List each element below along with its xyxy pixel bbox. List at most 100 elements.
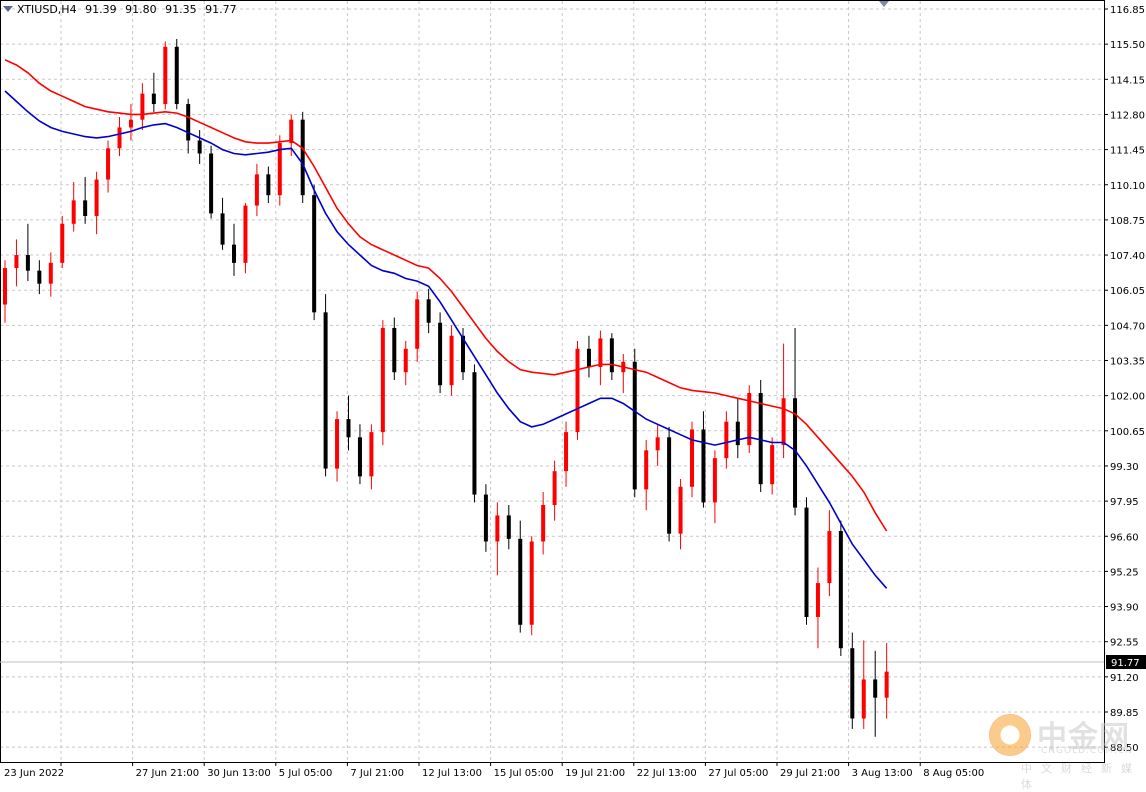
candle-body [335,419,340,469]
candle [380,320,385,446]
candle [220,197,225,250]
candle [3,260,7,323]
candle [804,497,809,625]
y-tick-label: 88.50 [1110,743,1139,754]
candle [678,478,683,550]
y-tick-label: 111.45 [1110,146,1145,157]
candle [747,385,752,453]
x-tick-label: 22 Jul 13:00 [637,768,697,779]
y-tick-label: 103.35 [1110,357,1145,368]
candle-body [575,348,580,433]
candle [60,215,65,269]
candle-body [804,507,809,617]
y-tick-label: 99.30 [1110,462,1139,473]
candle [128,104,133,141]
y-tick-label: 116.85 [1110,5,1145,16]
candle [690,421,694,498]
candle [392,317,397,381]
y-tick-label: 104.70 [1110,321,1145,332]
candle-body [793,398,798,508]
current-price-tag: 91.77 [1106,655,1146,670]
y-tick-label: 97.95 [1110,497,1139,508]
candle-body [312,195,317,313]
collapse-arrow-icon[interactable] [3,6,13,12]
candle [37,260,42,295]
candle [197,130,202,164]
candle [609,333,614,381]
candle [655,424,660,466]
candle-body [94,179,99,216]
y-tick-label: 100.65 [1110,427,1145,438]
candle [712,450,717,524]
candle [598,330,603,386]
candle-body [243,205,248,263]
candle [575,340,580,440]
candle-body [438,322,443,386]
candle [300,111,305,203]
candle [48,252,53,297]
candle-body [518,538,523,625]
y-tick-label: 115.50 [1110,40,1145,51]
x-tick-label: 27 Jun 21:00 [136,768,200,779]
candle [277,135,282,206]
candle-body [838,531,843,649]
moving-average-fast-line [4,90,888,589]
candle [71,182,76,232]
candle-body [827,531,832,584]
candle-body [220,213,225,245]
price-axis: 116.85 115.50 114.15 112.80 111.45 110.10 108.… [1104,5,1145,754]
y-tick-label: 107.40 [1110,251,1145,262]
candle [346,395,351,451]
candle-body [48,262,53,284]
y-tick-label: 108.75 [1110,216,1145,227]
candle-body [781,398,786,446]
y-tick-label: 95.25 [1110,567,1139,578]
candle [529,536,534,636]
candle [632,348,637,498]
symbol-label: XTIUSD,H4 [17,3,77,16]
candle [232,223,236,276]
candle-body [461,335,465,373]
candle [369,424,374,490]
candle-body [735,421,740,446]
candle-body [71,200,76,224]
candle [426,288,431,334]
candle-body [117,127,122,149]
candle-body [60,223,65,263]
candle-body [644,450,649,490]
candle-body [655,437,660,451]
candle-body [392,327,397,373]
candle [873,650,878,737]
candle-body [186,104,191,141]
candle [472,364,477,503]
candle-body [449,335,454,386]
candle-body [598,338,603,368]
y-tick-label: 92.55 [1110,638,1139,649]
x-tick-label: 19 Jul 21:00 [565,768,625,779]
time-axis: 23 Jun 2022 27 Jun 21:00 30 Jun 13:00 5 Jul… [4,762,984,779]
candle-body [495,515,500,542]
candle-body [724,421,729,459]
candle-body [667,437,672,534]
candle-body [128,119,133,128]
candle [449,325,454,396]
candle [541,491,546,555]
candle-body [678,486,683,534]
candle [724,411,729,469]
candle [243,202,248,274]
candle [151,72,156,112]
candle-body [884,671,889,698]
candle [850,632,855,729]
candle [174,38,179,110]
chart-shift-marker-icon[interactable] [879,1,889,7]
candle [495,502,500,576]
candle-body [323,312,328,469]
candle [838,520,843,657]
candle [758,380,763,492]
y-tick-label: 96.60 [1110,532,1139,543]
candle [14,239,19,287]
candle-body [346,419,351,438]
candle-body [14,255,19,269]
current-price-label: 91.77 [1111,658,1140,669]
